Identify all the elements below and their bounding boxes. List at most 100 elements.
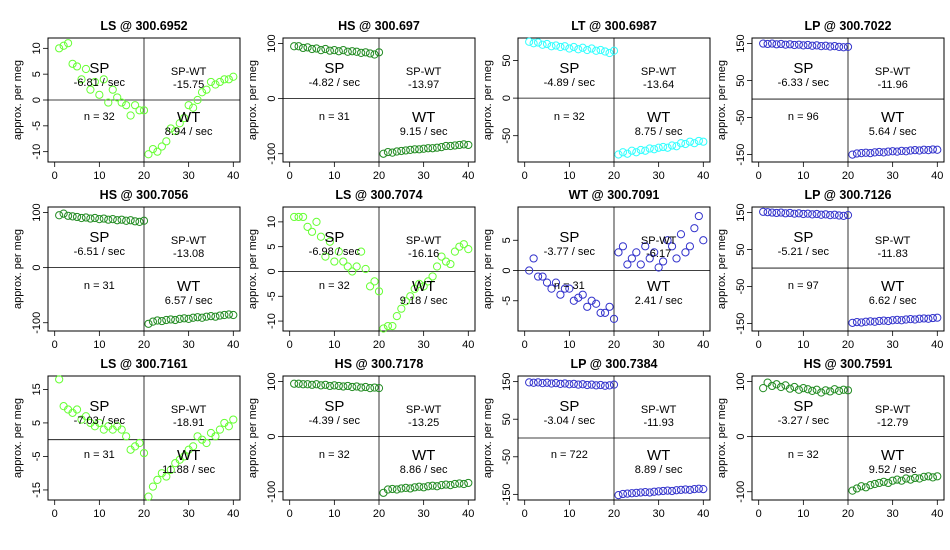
data-point (166, 124, 175, 133)
data-point (685, 242, 695, 251)
data-point (357, 247, 366, 256)
data-point (812, 41, 821, 50)
data-point (446, 259, 455, 269)
y-tick-label: -100 (266, 143, 278, 165)
x-tick-label: 20 (138, 508, 150, 520)
data-point (672, 142, 681, 151)
y-tick-label: -50 (735, 279, 747, 295)
x-tick-label: 30 (887, 339, 899, 351)
data-point (600, 308, 610, 317)
n-count-label: n = 31 (84, 449, 115, 461)
sp-label: SP (559, 60, 579, 77)
data-point (645, 488, 654, 497)
data-point (803, 40, 812, 50)
data-point (464, 478, 473, 488)
data-point (450, 479, 460, 489)
data-point (162, 137, 171, 146)
x-tick-label: 20 (608, 339, 620, 351)
data-point (113, 93, 122, 102)
data-point (139, 106, 149, 115)
data-point (826, 387, 835, 396)
sp-label: SP (89, 229, 109, 246)
x-tick-label: 10 (93, 339, 105, 351)
data-point (348, 382, 357, 392)
data-point (533, 38, 543, 47)
x-tick-label: 0 (756, 170, 762, 182)
wt-rate-label: 11.88 / sec (162, 464, 215, 476)
data-point (388, 148, 397, 157)
data-point (699, 137, 708, 146)
data-point (108, 215, 117, 224)
data-point (915, 474, 924, 483)
data-point (763, 208, 772, 217)
data-point (632, 148, 641, 157)
data-point (130, 217, 140, 226)
y-tick-label: -100 (31, 312, 43, 334)
data-point (632, 248, 641, 257)
data-point (419, 282, 428, 291)
data-point (933, 145, 942, 154)
y-tick-label: -150 (735, 313, 747, 335)
data-point (459, 240, 468, 249)
data-point (388, 484, 397, 494)
data-point (592, 46, 601, 55)
data-point (63, 211, 73, 220)
x-tick-label: 40 (697, 339, 709, 351)
chart-panel: LP @ 300.7384 0 10 20 30 40 -150 -50 50 150 approx… (482, 357, 711, 520)
data-point (667, 486, 677, 496)
spwt-value-label: -16.16 (408, 248, 439, 260)
data-point (843, 42, 853, 51)
data-point (834, 386, 844, 395)
spwt-value-label: -18.91 (173, 417, 204, 429)
data-point (794, 40, 803, 49)
y-tick-label: 100 (31, 203, 43, 221)
data-point (113, 216, 122, 225)
data-point (455, 479, 464, 488)
data-point (910, 315, 920, 324)
y-tick-label: -50 (735, 110, 747, 126)
chart-panel: LT @ 300.6987 0 10 20 30 40 -50 0 50 approx. per … (482, 19, 711, 182)
data-point (767, 381, 777, 391)
data-point (574, 380, 583, 389)
x-tick-label: 30 (887, 170, 899, 182)
data-point (334, 247, 343, 256)
data-point (290, 42, 299, 51)
data-point (583, 302, 592, 311)
data-point (330, 257, 339, 266)
data-point (339, 257, 348, 266)
spwt-label: SP-WT (875, 66, 911, 78)
wt-rate-label: 2.41 / sec (635, 295, 683, 307)
data-point (919, 472, 929, 481)
data-point (928, 145, 937, 154)
x-tick-label: 0 (287, 170, 293, 182)
y-tick-label: 0 (266, 434, 278, 440)
y-tick-label: 0 (501, 267, 513, 273)
data-point (415, 482, 424, 491)
data-point (122, 101, 131, 110)
data-point (90, 213, 99, 223)
data-point (569, 296, 578, 305)
n-count-label: n = 31 (319, 111, 350, 123)
data-point (609, 46, 619, 55)
y-tick-label: -5 (31, 121, 43, 131)
sp-label: SP (793, 60, 813, 77)
spwt-value-label: -13.25 (408, 417, 439, 429)
data-point (600, 381, 610, 390)
data-point (556, 42, 565, 52)
data-point (55, 375, 64, 384)
data-point (224, 422, 233, 431)
y-tick-label: 50 (501, 413, 513, 425)
data-point (834, 42, 844, 51)
wt-rate-label: 9.15 / sec (400, 126, 448, 138)
data-point (812, 209, 821, 219)
data-point (605, 381, 614, 390)
x-tick-label: 0 (522, 339, 528, 351)
y-tick-label: -5 (266, 291, 278, 301)
data-point (303, 380, 312, 389)
data-point (316, 381, 326, 390)
data-point (392, 147, 401, 156)
data-point (928, 473, 937, 482)
data-point (437, 252, 446, 261)
data-point (211, 312, 220, 321)
y-tick-label: 50 (735, 243, 747, 255)
